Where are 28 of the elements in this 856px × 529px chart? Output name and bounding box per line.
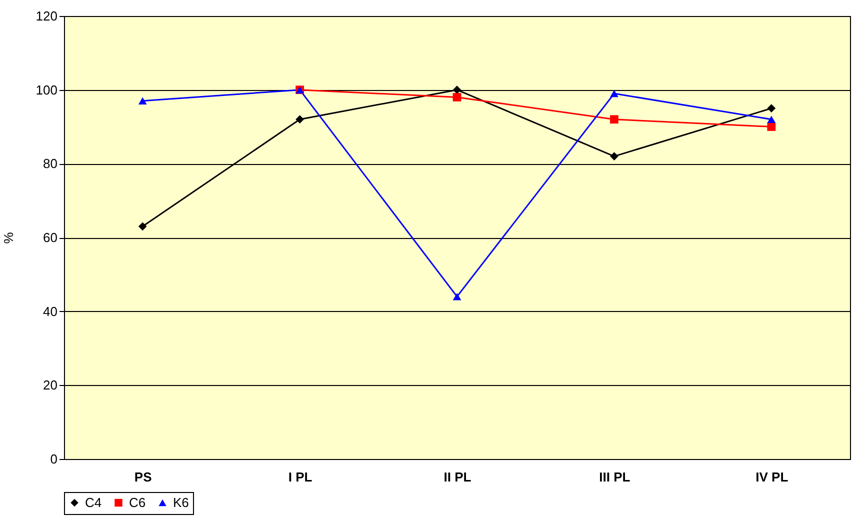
legend-label: K6 [173,494,189,510]
legend-label: C4 [85,494,102,510]
x-tick-label: II PL [444,470,472,484]
y-tick-label: 0 [50,452,58,466]
point [138,97,147,105]
y-tick-label: 120 [36,8,58,24]
y-axis-title: % [0,232,16,244]
x-tick-label: IV PL [756,470,788,484]
point [138,222,147,231]
point [610,90,618,98]
x-tick-label: III PL [599,470,630,484]
y-tick-label: 20 [43,378,58,393]
legend-label: C6 [129,494,146,510]
point [296,115,304,124]
point [767,104,776,112]
point [452,86,462,94]
point [452,93,462,102]
y-tick-label: 80 [43,156,58,172]
y-tick-label: 100 [36,82,58,98]
x-tick-label: I PL [288,470,312,484]
point [452,292,462,300]
x-tick-label: PS [134,470,152,484]
point [767,116,776,123]
y-tick-label: 60 [43,230,58,245]
y-tick-label: 40 [43,304,58,319]
point [767,122,776,131]
point [610,115,618,124]
point [610,152,618,160]
